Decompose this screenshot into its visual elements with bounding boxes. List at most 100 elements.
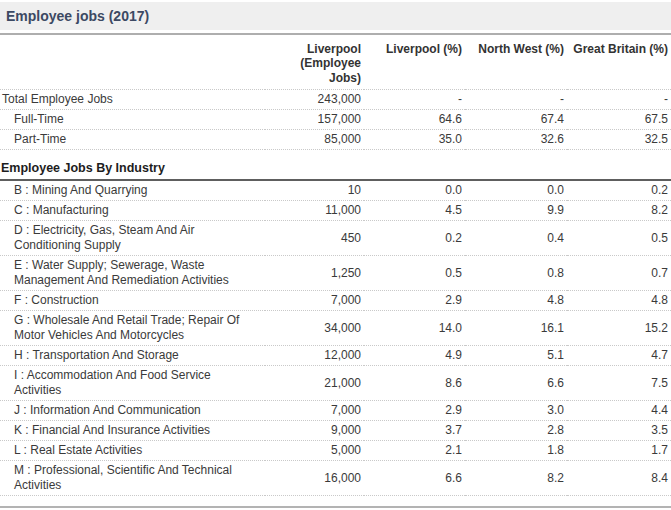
table-row: C : Manufacturing11,0004.59.98.2	[0, 201, 671, 221]
table-header-row: Liverpool (Employee Jobs)Liverpool (%)No…	[0, 37, 671, 90]
column-header: Great Britain (%)	[567, 37, 671, 90]
row-label: D : Electricity, Gas, Steam And Air Cond…	[0, 221, 265, 256]
row-value: 0.5	[364, 256, 465, 291]
row-value: 2.9	[364, 401, 465, 421]
row-value: 9.9	[465, 201, 567, 221]
row-label: Total Employee Jobs	[0, 90, 265, 110]
row-value: -	[465, 90, 567, 110]
row-value: 64.6	[364, 110, 465, 130]
row-label: F : Construction	[0, 291, 265, 311]
title-divider	[0, 33, 671, 35]
page-title: Employee jobs (2017)	[0, 2, 671, 30]
column-header: North West (%)	[465, 37, 567, 90]
row-label: Part-Time	[0, 130, 265, 150]
row-value: 34,000	[265, 311, 364, 346]
row-label: C : Manufacturing	[0, 201, 265, 221]
row-label: L : Real Estate Activities	[0, 441, 265, 461]
column-header: Liverpool (Employee Jobs)	[265, 37, 364, 90]
row-value: 2.1	[364, 441, 465, 461]
row-value: 0.0	[364, 180, 465, 201]
row-value: 10	[265, 180, 364, 201]
table-row: K : Financial And Insurance Activities9,…	[0, 421, 671, 441]
row-value: 4.7	[567, 346, 671, 366]
table-row: H : Transportation And Storage12,0004.95…	[0, 346, 671, 366]
row-label: G : Wholesale And Retail Trade; Repair O…	[0, 311, 265, 346]
table-row: M : Professional, Scientific And Technic…	[0, 461, 671, 496]
table-body: Total Employee Jobs243,000---Full-Time15…	[0, 90, 671, 496]
page-bottom-divider	[0, 506, 671, 508]
row-value: 4.8	[567, 291, 671, 311]
row-value: -	[364, 90, 465, 110]
table-row: Part-Time85,00035.032.632.5	[0, 130, 671, 150]
row-value: 16,000	[265, 461, 364, 496]
row-value: 6.6	[364, 461, 465, 496]
row-value: 0.7	[567, 256, 671, 291]
row-value: 0.2	[364, 221, 465, 256]
row-value: 6.6	[465, 366, 567, 401]
table-row: Total Employee Jobs243,000---	[0, 90, 671, 110]
section-header-label: Employee Jobs By Industry	[0, 150, 671, 181]
employee-jobs-table: Liverpool (Employee Jobs)Liverpool (%)No…	[0, 37, 671, 496]
row-value: 9,000	[265, 421, 364, 441]
row-value: 85,000	[265, 130, 364, 150]
row-value: 450	[265, 221, 364, 256]
row-value: 12,000	[265, 346, 364, 366]
row-label: H : Transportation And Storage	[0, 346, 265, 366]
row-value: 2.8	[465, 421, 567, 441]
table-row: F : Construction7,0002.94.84.8	[0, 291, 671, 311]
row-value: 11,000	[265, 201, 364, 221]
row-label: B : Mining And Quarrying	[0, 180, 265, 201]
row-value: 0.5	[567, 221, 671, 256]
table-row: I : Accommodation And Food Service Activ…	[0, 366, 671, 401]
row-value: 243,000	[265, 90, 364, 110]
row-value: 4.9	[364, 346, 465, 366]
row-value: 0.2	[567, 180, 671, 201]
row-value: 157,000	[265, 110, 364, 130]
row-value: 8.2	[567, 201, 671, 221]
row-value: 0.8	[465, 256, 567, 291]
row-value: 7,000	[265, 401, 364, 421]
row-label: J : Information And Communication	[0, 401, 265, 421]
row-value: 8.6	[364, 366, 465, 401]
row-value: 1.8	[465, 441, 567, 461]
row-value: -	[567, 90, 671, 110]
row-value: 3.0	[465, 401, 567, 421]
row-value: 3.7	[364, 421, 465, 441]
table-row: B : Mining And Quarrying100.00.00.2	[0, 180, 671, 201]
row-value: 5.1	[465, 346, 567, 366]
row-value: 14.0	[364, 311, 465, 346]
row-value: 1.7	[567, 441, 671, 461]
row-label: M : Professional, Scientific And Technic…	[0, 461, 265, 496]
table-row: L : Real Estate Activities5,0002.11.81.7	[0, 441, 671, 461]
row-label: I : Accommodation And Food Service Activ…	[0, 366, 265, 401]
table-row: D : Electricity, Gas, Steam And Air Cond…	[0, 221, 671, 256]
row-value: 5,000	[265, 441, 364, 461]
row-value: 3.5	[567, 421, 671, 441]
column-header: Liverpool (%)	[364, 37, 465, 90]
row-value: 4.8	[465, 291, 567, 311]
row-value: 32.5	[567, 130, 671, 150]
row-value: 0.0	[465, 180, 567, 201]
row-value: 2.9	[364, 291, 465, 311]
row-label: Full-Time	[0, 110, 265, 130]
row-label: K : Financial And Insurance Activities	[0, 421, 265, 441]
section-header-row: Employee Jobs By Industry	[0, 150, 671, 181]
row-value: 21,000	[265, 366, 364, 401]
table-row: Full-Time157,00064.667.467.5	[0, 110, 671, 130]
row-value: 35.0	[364, 130, 465, 150]
row-label: E : Water Supply; Sewerage, Waste Manage…	[0, 256, 265, 291]
table-row: J : Information And Communication7,0002.…	[0, 401, 671, 421]
table-row: E : Water Supply; Sewerage, Waste Manage…	[0, 256, 671, 291]
row-value: 16.1	[465, 311, 567, 346]
row-value: 4.4	[567, 401, 671, 421]
table-row: G : Wholesale And Retail Trade; Repair O…	[0, 311, 671, 346]
row-value: 7,000	[265, 291, 364, 311]
report-page: Employee jobs (2017) Liverpool (Employee…	[0, 0, 671, 510]
row-value: 67.4	[465, 110, 567, 130]
row-value: 0.4	[465, 221, 567, 256]
row-value: 1,250	[265, 256, 364, 291]
row-value: 32.6	[465, 130, 567, 150]
row-value: 4.5	[364, 201, 465, 221]
row-value: 8.2	[465, 461, 567, 496]
row-value: 15.2	[567, 311, 671, 346]
